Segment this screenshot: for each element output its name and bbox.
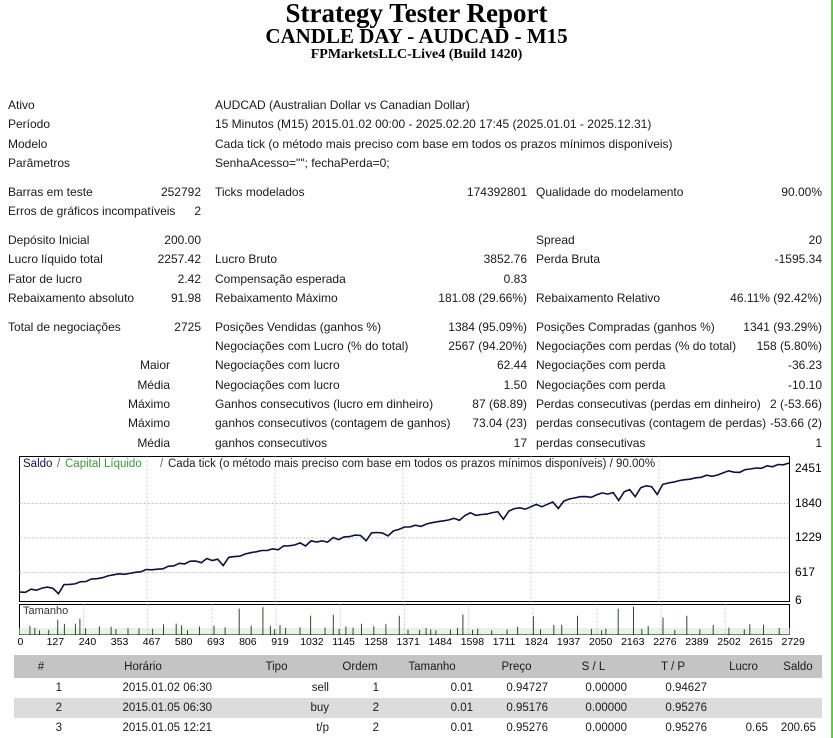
- svg-text:Cada tick (o método mais preci: Cada tick (o método mais preciso com bas…: [168, 458, 655, 470]
- svg-text:1937: 1937: [557, 636, 581, 648]
- svg-text:2615: 2615: [749, 636, 773, 648]
- svg-text:2276: 2276: [653, 636, 677, 648]
- svg-text:6: 6: [795, 593, 802, 607]
- svg-text:127: 127: [47, 636, 65, 648]
- svg-text:240: 240: [79, 636, 97, 648]
- svg-text:919: 919: [271, 636, 289, 648]
- svg-text:2163: 2163: [621, 636, 645, 648]
- svg-text:1258: 1258: [364, 636, 388, 648]
- svg-text:2389: 2389: [685, 636, 709, 648]
- svg-text:Tamanho: Tamanho: [23, 605, 68, 617]
- svg-text:0: 0: [18, 636, 24, 648]
- svg-text:1484: 1484: [429, 636, 453, 648]
- svg-text:806: 806: [239, 636, 257, 648]
- svg-text:1598: 1598: [461, 636, 485, 648]
- svg-text:1032: 1032: [300, 636, 324, 648]
- svg-text:1840: 1840: [795, 496, 822, 510]
- svg-text:617: 617: [795, 565, 815, 579]
- svg-text:2502: 2502: [717, 636, 741, 648]
- svg-text:693: 693: [207, 636, 225, 648]
- svg-text:2451: 2451: [795, 461, 822, 475]
- svg-text:1711: 1711: [493, 636, 516, 648]
- svg-text:Saldo: Saldo: [23, 458, 52, 470]
- svg-text:467: 467: [143, 636, 161, 648]
- svg-text:Capital Líquido: Capital Líquido: [65, 458, 142, 470]
- svg-text:1145: 1145: [332, 636, 355, 648]
- svg-text:580: 580: [175, 636, 193, 648]
- svg-text:2050: 2050: [589, 636, 613, 648]
- svg-text:2729: 2729: [782, 636, 806, 648]
- svg-text:1229: 1229: [795, 530, 822, 544]
- svg-text:353: 353: [111, 636, 129, 648]
- svg-text:1824: 1824: [525, 636, 549, 648]
- svg-text:1371: 1371: [397, 636, 421, 648]
